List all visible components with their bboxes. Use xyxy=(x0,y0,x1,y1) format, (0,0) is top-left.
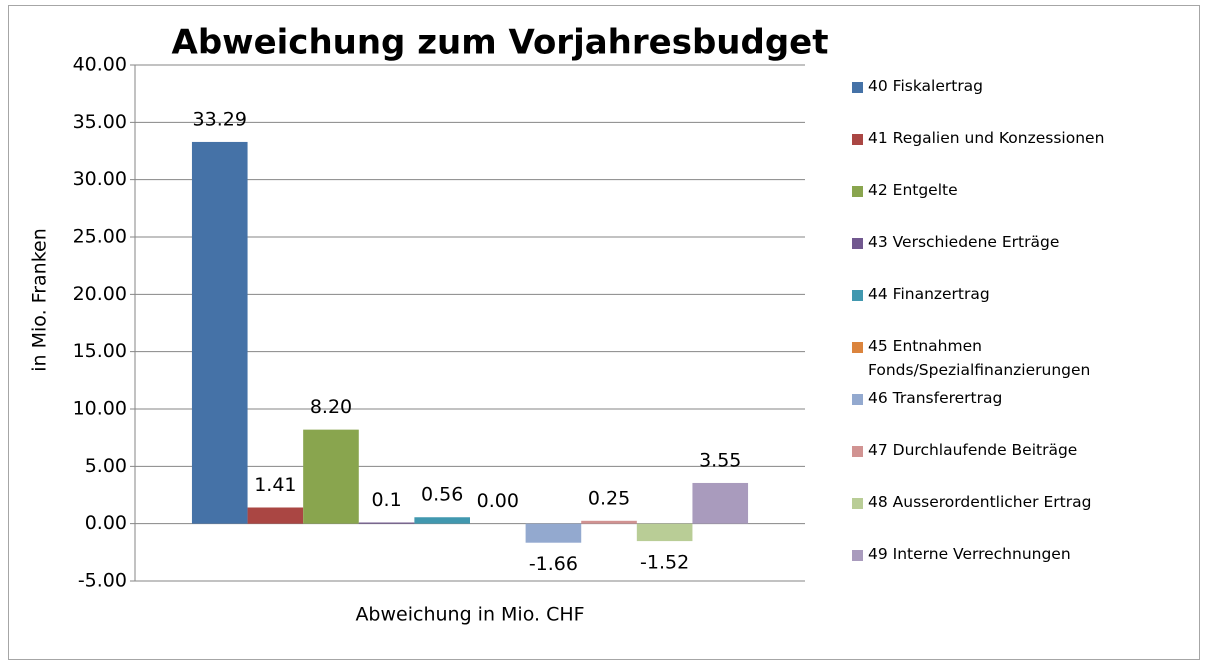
data-label: -1.66 xyxy=(529,553,578,575)
legend-item: 43 Verschiedene Erträge xyxy=(852,233,1152,286)
bar xyxy=(692,482,749,524)
y-tick-label: 10.00 xyxy=(73,398,127,420)
legend-label: 41 Regalien und Konzessionen xyxy=(868,129,1105,147)
data-label: 0.00 xyxy=(477,490,519,512)
bar xyxy=(581,520,637,524)
y-tick-label: 30.00 xyxy=(73,168,127,190)
legend-swatch xyxy=(852,186,863,197)
data-label: 0.56 xyxy=(421,484,463,506)
bar xyxy=(636,523,693,542)
legend-swatch xyxy=(852,498,863,509)
legend-item: 41 Regalien und Konzessionen xyxy=(852,129,1152,182)
data-label: -1.52 xyxy=(640,552,689,574)
data-label: 1.41 xyxy=(254,474,296,496)
legend-swatch xyxy=(852,394,863,405)
data-label: 0.1 xyxy=(371,489,401,511)
legend-item: 40 Fiskalertrag xyxy=(852,77,1152,130)
legend-swatch xyxy=(852,238,863,249)
legend-label: 47 Durchlaufende Beiträge xyxy=(868,441,1078,459)
y-tick-label: 40.00 xyxy=(73,54,127,76)
y-tick-label: 35.00 xyxy=(73,111,127,133)
legend-item: 49 Interne Verrechnungen xyxy=(852,545,1152,598)
bar xyxy=(303,429,359,524)
bar xyxy=(247,507,304,524)
legend-label: 44 Finanzertrag xyxy=(868,285,990,303)
data-label: 8.20 xyxy=(310,396,352,418)
chart-title: Abweichung zum Vorjahresbudget xyxy=(172,23,829,63)
data-label: 33.29 xyxy=(193,108,247,130)
legend-label: 46 Transferertrag xyxy=(868,389,1003,407)
legend-swatch xyxy=(852,134,863,145)
legend-item: 46 Transferertrag xyxy=(852,389,1152,442)
legend-label: 49 Interne Verrechnungen xyxy=(868,545,1071,563)
legend-swatch xyxy=(852,82,863,93)
y-tick-label: 20.00 xyxy=(73,283,127,305)
y-tick-label: -5.00 xyxy=(78,570,127,592)
data-label: 3.55 xyxy=(699,449,741,471)
legend-swatch xyxy=(852,550,863,561)
y-tick-label: 25.00 xyxy=(73,226,127,248)
y-axis-title: in Mio. Franken xyxy=(29,228,51,372)
legend-label: 45 Entnahmen Fonds/Spezialfinanzierungen xyxy=(868,337,1091,379)
data-label: 0.25 xyxy=(588,487,630,509)
y-tick-label: 0.00 xyxy=(85,512,127,534)
legend-item: 45 Entnahmen Fonds/Spezialfinanzierungen xyxy=(852,337,1152,390)
legend-swatch xyxy=(852,290,863,301)
legend-swatch xyxy=(852,446,863,457)
bar xyxy=(525,523,582,543)
legend-label: 42 Entgelte xyxy=(868,181,958,199)
legend-item: 47 Durchlaufende Beiträge xyxy=(852,441,1152,494)
legend-label: 43 Verschiedene Erträge xyxy=(868,233,1060,251)
y-tick-label: 15.00 xyxy=(73,340,127,362)
x-tick-label: Abweichung in Mio. CHF xyxy=(355,604,584,626)
bar xyxy=(358,522,415,524)
legend-item: 44 Finanzertrag xyxy=(852,285,1152,338)
legend-item: 48 Ausserordentlicher Ertrag xyxy=(852,493,1152,546)
legend-label: 40 Fiskalertrag xyxy=(868,77,984,95)
legend-label: 48 Ausserordentlicher Ertrag xyxy=(868,493,1092,511)
bar xyxy=(191,141,248,524)
legend-item: 42 Entgelte xyxy=(852,181,1152,234)
bar xyxy=(414,517,470,524)
legend-swatch xyxy=(852,342,863,353)
y-tick-label: 5.00 xyxy=(85,455,127,477)
legend: 40 Fiskalertrag 41 Regalien und Konzessio… xyxy=(852,77,1152,598)
